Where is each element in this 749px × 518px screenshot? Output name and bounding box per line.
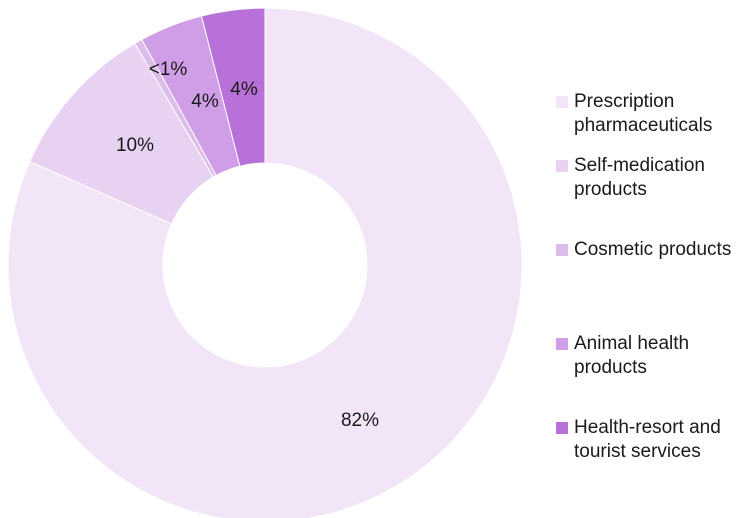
slice-prescription-pharmaceuticals xyxy=(7,7,523,518)
legend-swatch xyxy=(556,160,568,172)
legend-swatch xyxy=(556,96,568,108)
legend-label: Prescription pharmaceuticals xyxy=(574,91,713,136)
legend-item-self-medication-products: Self-medication products xyxy=(556,154,749,202)
data-label-animal-health-products: 4% xyxy=(191,91,219,112)
legend-label: Animal health products xyxy=(574,333,690,378)
data-label-self-medication-products: 10% xyxy=(116,135,154,156)
legend-item-prescription-pharmaceuticals: Prescription pharmaceuticals xyxy=(556,90,749,138)
data-label-prescription-pharmaceuticals: 82% xyxy=(341,410,379,431)
legend-item-health-resort-and-tourist-services: Health-resort and tourist services xyxy=(556,416,749,464)
chart-legend: Prescription pharmaceuticals Self-medica… xyxy=(556,0,749,518)
legend-swatch xyxy=(556,244,568,256)
legend-label: Health-resort and tourist services xyxy=(574,417,721,462)
legend-label: Self-medication products xyxy=(574,155,705,200)
legend-swatch xyxy=(556,422,568,434)
legend-item-cosmetic-products: Cosmetic products xyxy=(556,238,749,262)
legend-item-animal-health-products: Animal health products xyxy=(556,332,749,380)
legend-label: Cosmetic products xyxy=(574,239,732,260)
slice-self-medication-products xyxy=(29,42,214,225)
legend-swatch xyxy=(556,338,568,350)
data-label-cosmetic-products: <1% xyxy=(149,59,188,80)
data-label-health-resort-and-tourist-services: 4% xyxy=(230,79,258,100)
donut-chart: 82%10%<1%4%4% xyxy=(7,7,523,518)
